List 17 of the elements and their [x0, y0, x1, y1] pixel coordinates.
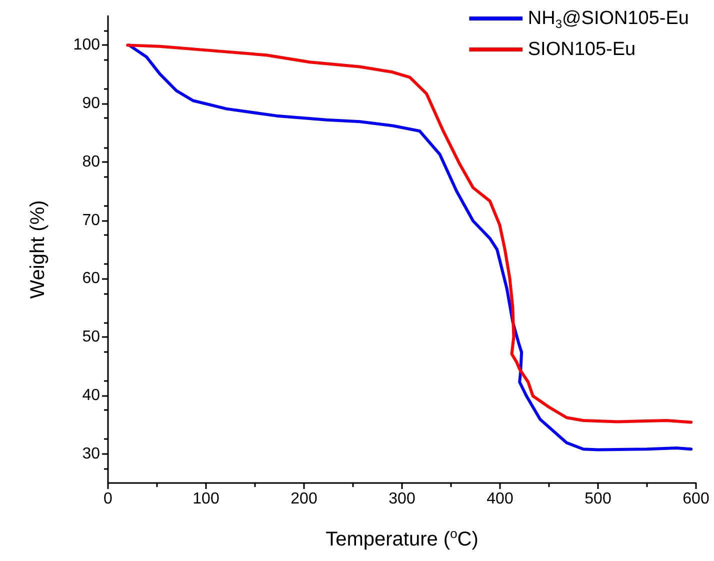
x-tick-label: 500	[584, 490, 612, 508]
x-tick-label: 200	[290, 490, 318, 508]
x-tick-label: 0	[104, 490, 113, 508]
y-tick-label: 60	[82, 270, 100, 288]
x-tick-label: 600	[682, 490, 710, 508]
legend-label: SION105-Eu	[528, 39, 636, 60]
y-tick-label: 90	[82, 95, 100, 112]
y-tick-label: 100	[73, 36, 100, 54]
y-tick-label: 50	[82, 328, 100, 346]
y-tick-label: 30	[82, 445, 100, 462]
x-tick-label: 400	[486, 490, 514, 508]
y-tick-label: 40	[82, 386, 100, 404]
x-tick-label: 300	[388, 490, 416, 508]
y-tick-label: 80	[82, 153, 100, 170]
x-tick-label: 100	[192, 490, 220, 508]
y-axis-title: Weight (%)	[27, 200, 49, 299]
y-tick-label: 70	[82, 212, 100, 229]
